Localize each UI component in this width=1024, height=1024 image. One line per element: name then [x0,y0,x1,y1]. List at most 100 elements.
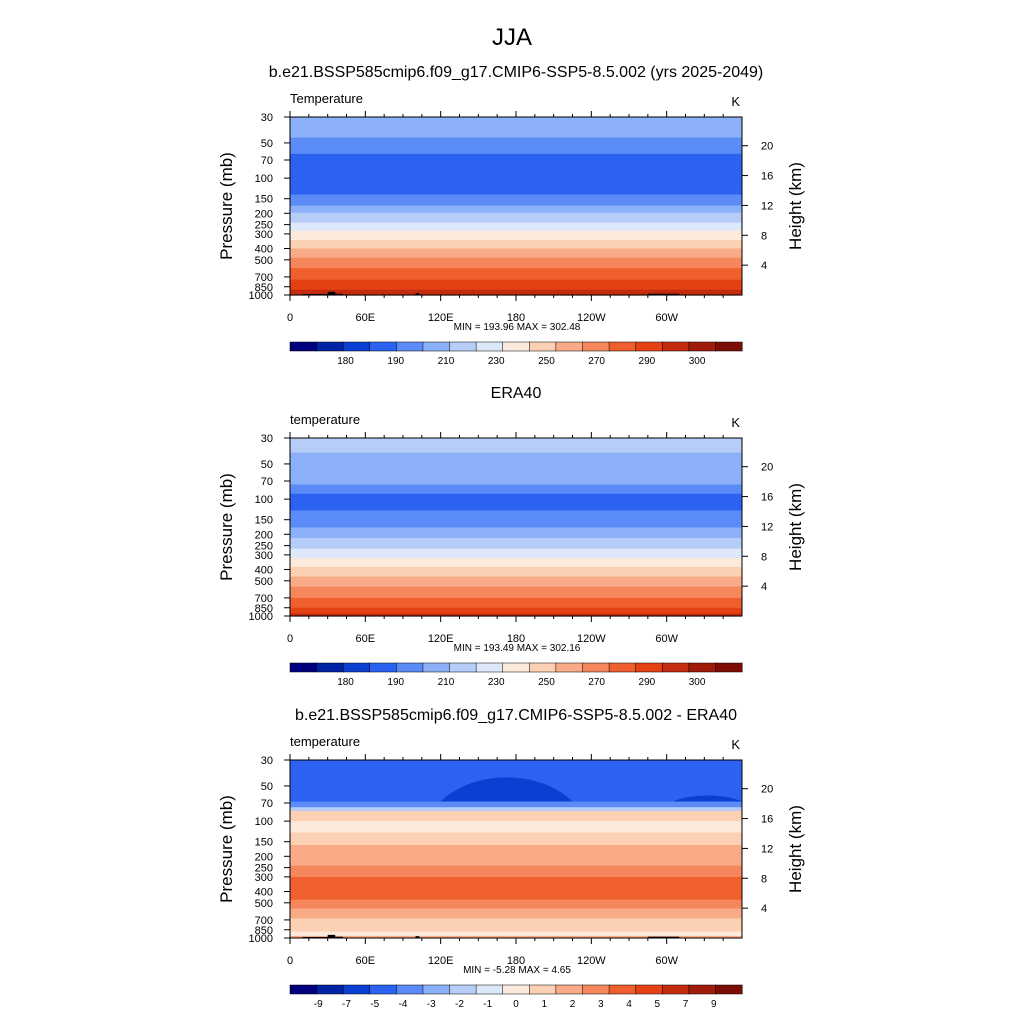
height-tick-label: 16 [761,814,773,826]
colorbar-swatch [529,662,557,673]
colorbar-label: 4 [626,999,632,1010]
contour-band [290,801,742,808]
topography-mask [327,291,336,295]
y-tick-label: 30 [261,112,273,124]
y-tick-label: 850 [255,603,273,615]
y-axis-label: Pressure (mb) [217,473,236,581]
colorbar-swatch [449,341,477,352]
x-tick-label: 120E [428,633,454,645]
y-tick-label: 400 [255,886,273,898]
colorbar: 180 190 210 230 250 270 290 300 [289,662,743,688]
colorbar-label: -2 [455,999,464,1010]
y-tick-label: 150 [255,194,273,206]
colorbar-label: 230 [488,356,505,367]
contour-band [290,438,742,454]
y-tick-label: 150 [255,837,273,849]
contour-band [290,576,742,588]
y-tick-label: 1000 [249,933,273,945]
colorbar-swatch [502,662,530,673]
colorbar-swatch [555,984,584,995]
colorbar-swatch [688,662,716,673]
x-tick-label: 60E [356,312,376,324]
figure-title: JJA [492,24,532,51]
colorbar-swatch [661,984,690,995]
x-tick-label: 120W [577,633,606,645]
y-tick-label: 50 [261,781,273,793]
y-tick-label: 200 [255,529,273,541]
y-tick-label: 70 [261,798,273,810]
y-tick-label: 500 [255,255,273,267]
colorbar-label: 5 [654,999,660,1010]
contour-band [290,558,742,568]
contour-band [290,844,742,867]
y-tick-label: 100 [255,816,273,828]
y-tick-label: 200 [255,851,273,863]
colorbar-label: 250 [538,356,555,367]
y-tick-label: 500 [255,898,273,910]
colorbar-swatch [449,662,477,673]
contour-band [290,510,742,529]
colorbar-label: 7 [683,999,689,1010]
units-label: K [731,94,740,109]
colorbar-swatch [396,662,424,673]
variable-label: Temperature [290,91,363,106]
variable-label: temperature [290,734,360,749]
colorbar-swatch [635,984,663,995]
y-tick-label: 1000 [249,290,273,302]
colorbar-swatch [475,662,504,673]
colorbar-swatch [289,341,318,352]
units-label: K [731,737,740,752]
contour-band [290,527,742,539]
y-tick-label: 50 [261,138,273,150]
x-tick-label: 120E [428,955,454,967]
colorbar-swatch [369,984,397,995]
colorbar-swatch [316,984,344,995]
contour-band [290,931,742,937]
x-tick-label: 60W [655,312,678,324]
y-axis-label: Pressure (mb) [217,795,236,903]
colorbar-label: -3 [427,999,436,1010]
height-tick-label: 8 [761,551,767,563]
colorbar-label: 3 [598,999,604,1010]
y-tick-label: 250 [255,863,273,875]
y-tick-label: 100 [255,494,273,506]
x-tick-label: 0 [287,955,293,967]
height-tick-label: 8 [761,230,767,242]
colorbar-label: 290 [639,677,656,688]
topography-mask [647,293,680,295]
contour-band [290,240,742,250]
x-tick-label: 180 [507,633,525,645]
y-tick-label: 70 [261,476,273,488]
contour-band [290,153,742,196]
contour-band [290,548,742,559]
colorbar-swatch [342,341,371,352]
y-tick-label: 200 [255,208,273,220]
colorbar-swatch [422,662,451,673]
topography-mask [415,936,420,938]
colorbar-swatch [289,662,318,673]
colorbar-label: -1 [483,999,492,1010]
contour-band [290,821,742,834]
min-max-label: MIN = 193.49 MAX = 302.16 [454,643,581,654]
height-tick-label: 16 [761,171,773,183]
y-tick-label: 300 [255,872,273,884]
y-tick-label: 30 [261,433,273,445]
colorbar-label: 2 [570,999,576,1010]
colorbar-swatch [688,984,716,995]
chart-panel-1: b.e21.BSSP585cmip6.f09_g17.CMIP6-SSP5-8.… [217,64,805,367]
contour-band [290,613,742,617]
topography-mask [335,293,343,295]
colorbar-label: 180 [337,677,354,688]
colorbar-label: 0 [513,999,519,1010]
colorbar-swatch [555,341,584,352]
y-tick-label: 700 [255,593,273,605]
colorbar-label: -9 [314,999,323,1010]
contour-band [290,832,742,846]
colorbar-swatch [529,984,557,995]
y-tick-label: 700 [255,272,273,284]
y-tick-label: 150 [255,515,273,527]
contour-feature [672,795,742,802]
colorbar-label: -7 [342,999,351,1010]
colorbar: 180 190 210 230 250 270 290 300 [289,341,743,367]
